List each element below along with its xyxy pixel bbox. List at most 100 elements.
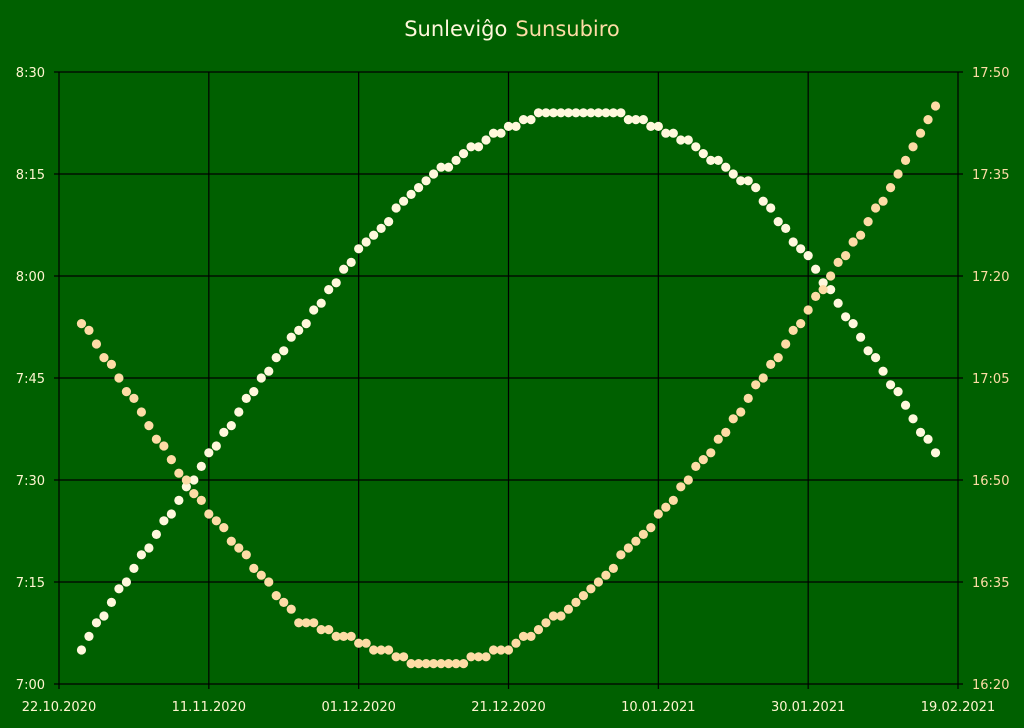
- sunrise-point: [518, 115, 529, 125]
- sunrise-point: [811, 264, 821, 274]
- sunrise-point: [106, 597, 117, 608]
- sunset-point: [384, 645, 394, 655]
- sunrise-point: [114, 584, 124, 594]
- title-sunrise: Sunleviĝo: [404, 17, 508, 41]
- sunrise-point: [331, 278, 341, 288]
- sunset-point: [766, 359, 776, 369]
- sunrise-point: [481, 135, 491, 145]
- sunset-point: [533, 625, 544, 635]
- sunset-point: [548, 611, 559, 621]
- sunset-point: [923, 115, 933, 125]
- sunrise-point: [279, 346, 289, 356]
- right-tick-label: 17:05: [972, 372, 1009, 387]
- sunrise-point: [166, 509, 176, 519]
- sunrise-point: [256, 373, 266, 383]
- sunset-point: [271, 591, 281, 601]
- sunrise-point: [428, 169, 439, 179]
- sunset-point: [870, 203, 881, 213]
- sunset-point: [144, 421, 154, 431]
- left-tick-label: 7:45: [16, 372, 45, 387]
- sunset-point: [151, 434, 161, 444]
- sunset-point: [264, 577, 274, 587]
- sunrise-point: [586, 108, 596, 118]
- sunrise-point: [826, 285, 836, 295]
- sunrise-point: [309, 305, 319, 315]
- sunset-point: [391, 652, 401, 662]
- sunset-point: [249, 563, 259, 574]
- sunset-point: [623, 543, 633, 553]
- sunrise-point: [608, 108, 618, 118]
- sunset-point: [211, 516, 221, 526]
- sunrise-point: [129, 563, 139, 574]
- sunset-point: [339, 631, 349, 642]
- sunset-point: [811, 291, 821, 301]
- sunset-point: [631, 536, 641, 546]
- sunset-point: [219, 523, 229, 533]
- sunrise-point: [796, 244, 806, 254]
- sunrise-point: [571, 108, 581, 118]
- left-tick-label: 7:15: [16, 576, 45, 591]
- sunset-point: [691, 461, 701, 471]
- sunrise-point: [893, 387, 903, 397]
- sunset-point: [414, 659, 424, 669]
- sunrise-point: [436, 162, 446, 172]
- sunrise-point: [548, 108, 559, 118]
- sunrise-point: [885, 380, 896, 390]
- sunset-point: [571, 597, 581, 608]
- sunrise-point: [736, 176, 746, 186]
- sunrise-point: [908, 414, 918, 424]
- x-tick-label: 30.01.2021: [771, 700, 845, 715]
- x-tick-label: 21.12.2020: [471, 700, 545, 715]
- sunset-point: [638, 529, 648, 540]
- sunrise-point: [930, 448, 941, 458]
- sunset-point: [84, 325, 94, 335]
- sunrise-point: [136, 550, 147, 560]
- sunrise-point: [646, 121, 656, 131]
- sunrise-point: [578, 108, 589, 118]
- sunrise-point: [728, 169, 738, 179]
- sunset-point: [713, 434, 723, 444]
- sunset-point: [361, 638, 371, 648]
- sunrise-point: [593, 108, 604, 118]
- sunrise-point: [496, 128, 506, 138]
- sunset-point: [893, 169, 903, 179]
- sunset-point: [900, 155, 911, 165]
- sunset-point: [279, 597, 289, 608]
- sunrise-point: [99, 611, 109, 621]
- sunrise-point: [473, 142, 484, 152]
- sunset-point: [751, 380, 761, 390]
- sunrise-point: [601, 108, 611, 118]
- sunset-point: [601, 570, 611, 580]
- sunrise-point: [324, 285, 334, 295]
- sunset-point: [316, 625, 326, 635]
- sunset-point: [683, 475, 693, 485]
- sunset-point: [129, 393, 139, 403]
- sunrise-point: [713, 155, 723, 165]
- sunrise-point: [189, 475, 199, 485]
- sunrise-point: [841, 312, 851, 322]
- sunrise-point: [361, 237, 371, 247]
- sunset-point: [706, 448, 716, 458]
- sunset-point: [661, 502, 671, 512]
- sunset-point: [91, 339, 102, 349]
- sunrise-point: [466, 142, 476, 152]
- sunrise-point: [803, 251, 813, 261]
- sunset-point: [189, 489, 199, 499]
- sunrise-point: [766, 203, 776, 213]
- sunrise-point: [211, 441, 221, 451]
- sunrise-point: [563, 108, 574, 118]
- title-sunset: Sunsubiro: [515, 17, 620, 41]
- x-tick-label: 10.01.2021: [621, 700, 695, 715]
- sunrise-point: [818, 278, 828, 288]
- sunrise-point: [661, 128, 671, 138]
- sunset-point: [196, 495, 206, 505]
- sunset-point: [773, 353, 783, 363]
- sunrise-point: [264, 366, 274, 376]
- sunset-point: [159, 441, 169, 451]
- x-tick-label: 01.12.2020: [321, 700, 395, 715]
- sunrise-point: [915, 427, 926, 437]
- sunset-point: [376, 645, 386, 655]
- sunrise-point: [706, 155, 716, 165]
- sunset-point: [826, 271, 836, 281]
- sunrise-point: [91, 618, 102, 628]
